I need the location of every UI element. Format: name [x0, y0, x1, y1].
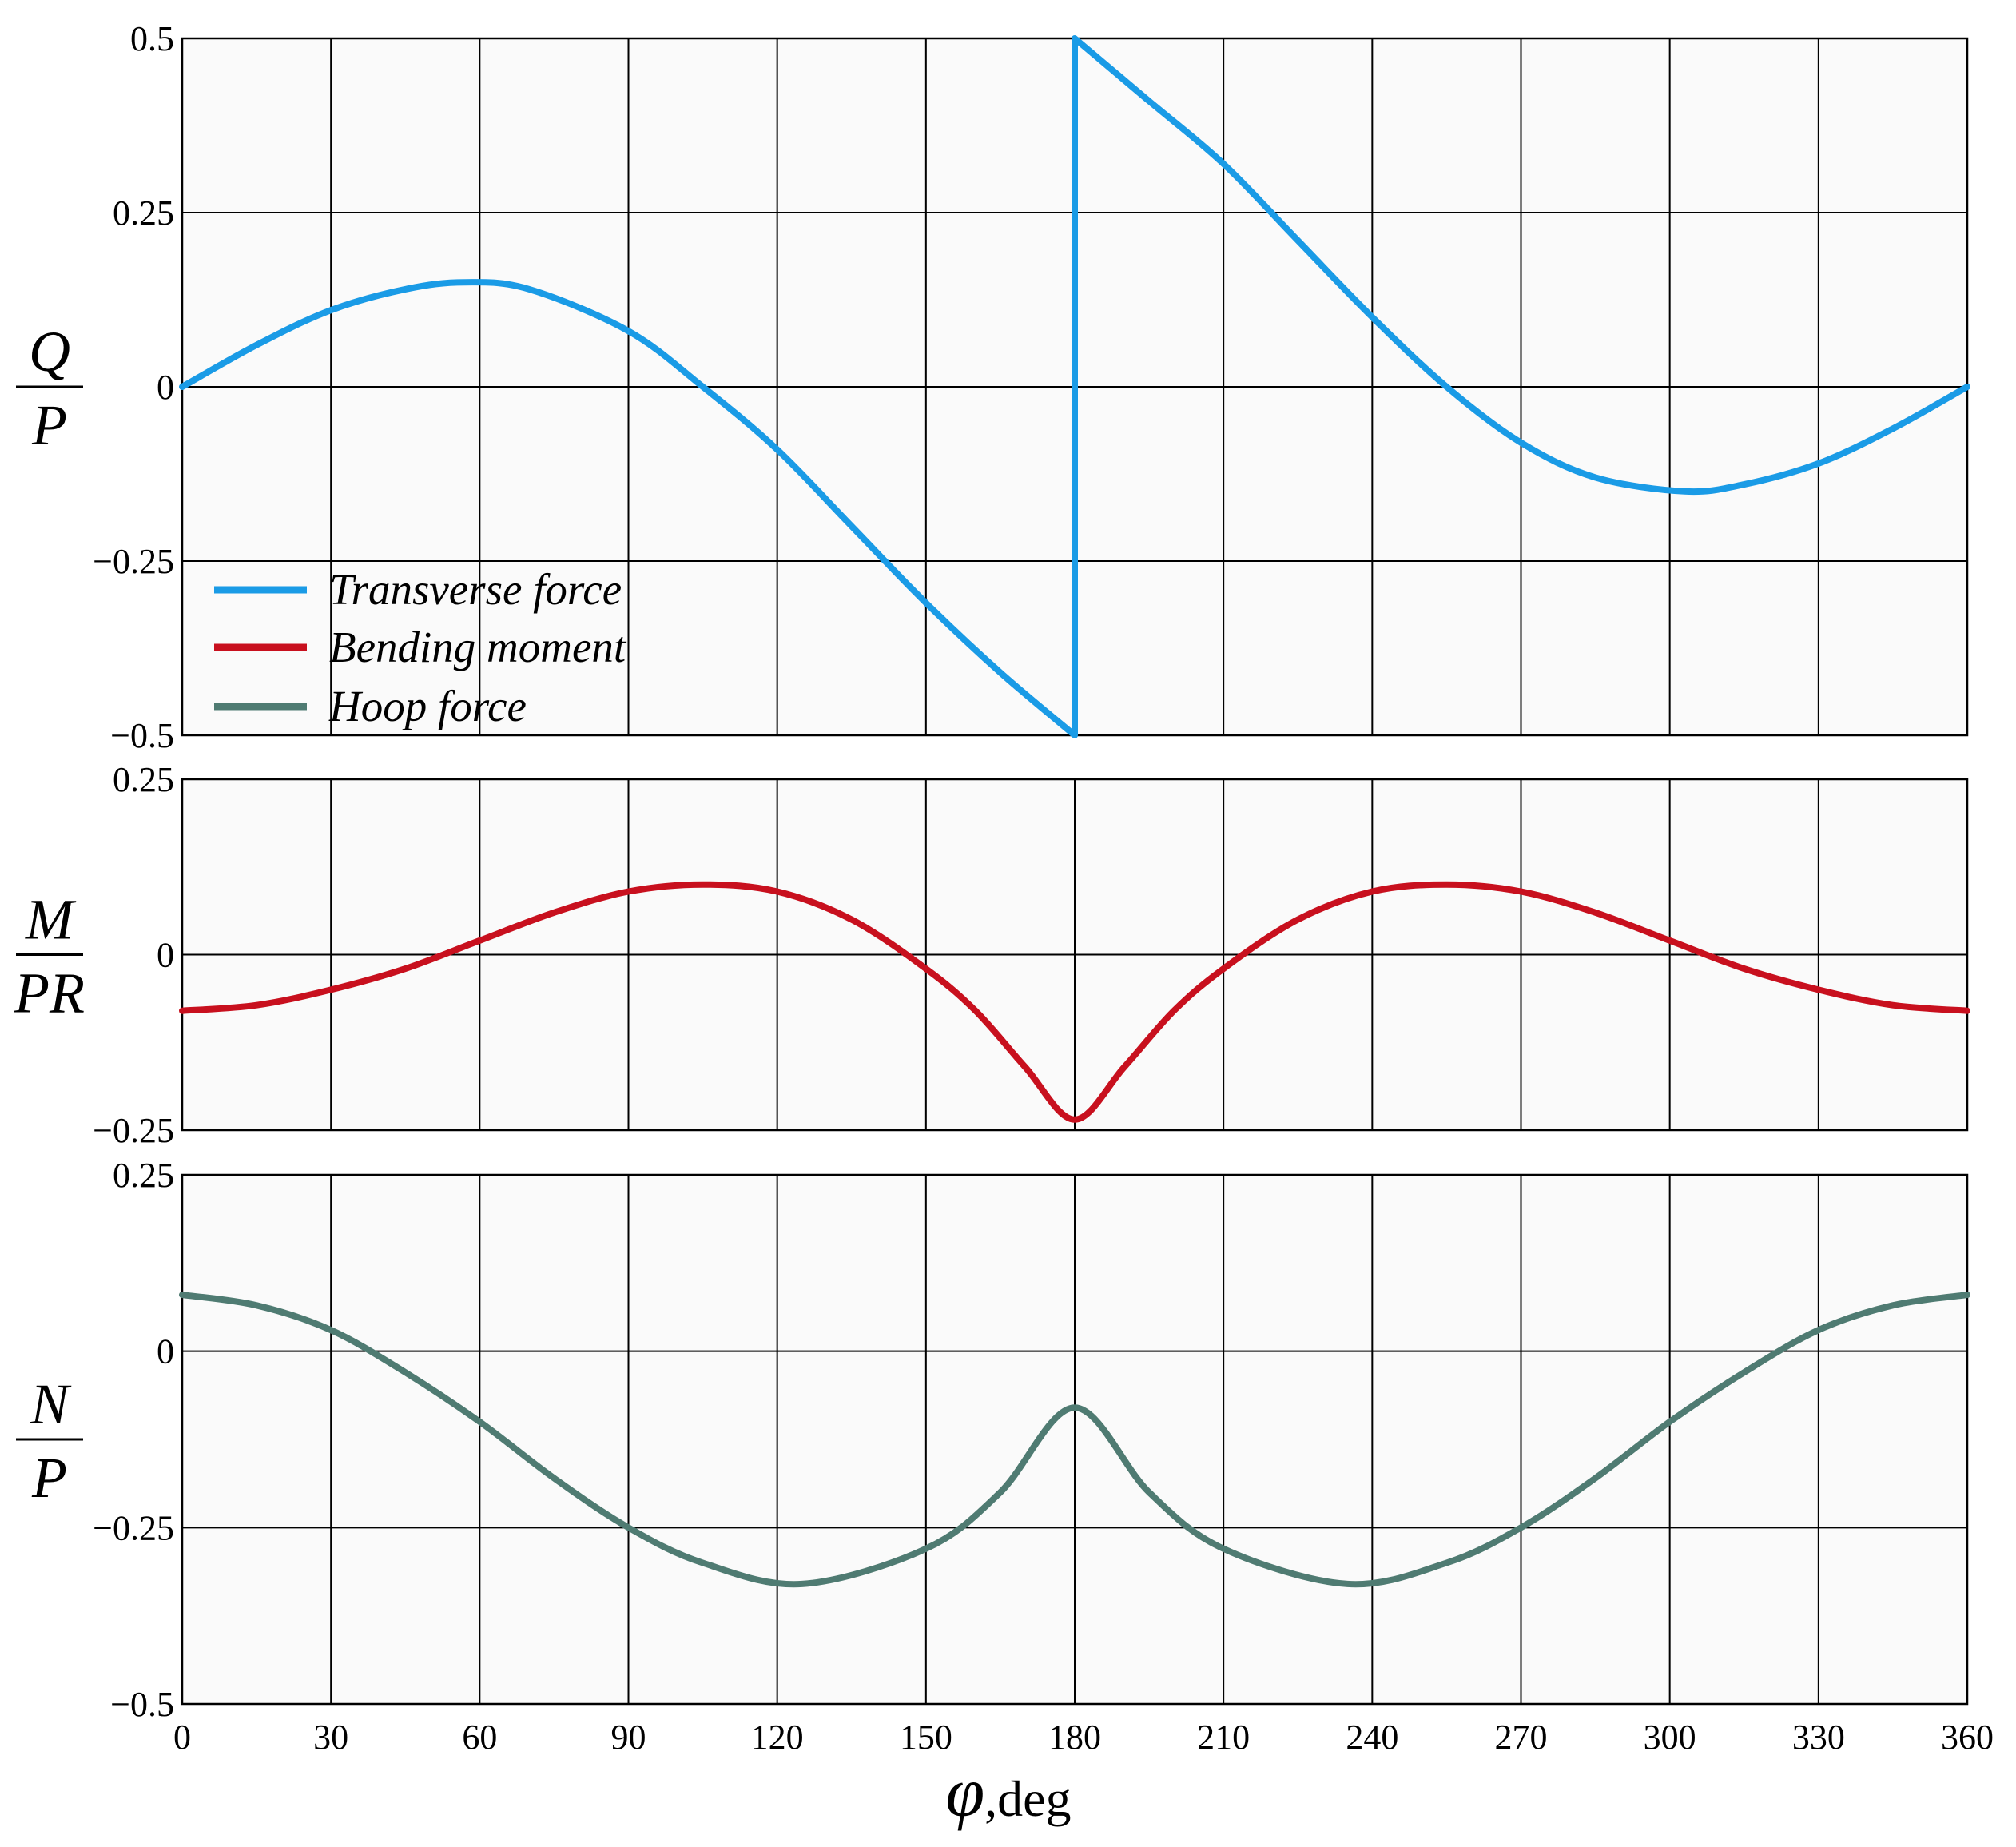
y-tick-label: 0 — [157, 936, 174, 975]
x-axis-symbol: φ — [945, 1754, 984, 1832]
panel-bending: −0.25 0 0.25 M PR — [14, 760, 1970, 1150]
x-tick-label: 90 — [611, 1718, 646, 1757]
y-tick-label: 0.25 — [113, 193, 174, 233]
y-tick-label: 0.25 — [113, 1156, 174, 1195]
x-tick-label: 300 — [1644, 1718, 1696, 1757]
panel-transverse: −0.5 −0.25 0 0.25 0.5 QP — [16, 19, 1970, 755]
x-axis-unit: ,deg — [984, 1770, 1071, 1827]
y-tick-label: 0 — [157, 1332, 174, 1371]
y-tick-label: −0.25 — [93, 1508, 174, 1547]
plot-frame — [181, 1173, 1969, 1706]
x-tick-label: 60 — [462, 1718, 497, 1757]
y-label-numerator: N — [30, 1372, 72, 1436]
y-tick-label: 0.5 — [130, 19, 174, 58]
legend-label-hoop: Hoop force — [328, 682, 527, 730]
x-tick-label: 330 — [1792, 1718, 1845, 1757]
x-tick-label: 210 — [1197, 1718, 1250, 1757]
y-label-numerator: Q — [29, 320, 70, 384]
y-label-numerator: M — [25, 888, 77, 952]
y-tick-label: −0.25 — [93, 542, 174, 581]
y-tick-label: 0.25 — [113, 760, 174, 799]
series-line-bending — [179, 881, 1970, 1123]
y-tick-label: 0 — [157, 368, 174, 407]
legend-label-transverse: Transverse force — [329, 565, 622, 614]
y-tick-label: −0.25 — [93, 1111, 174, 1150]
y-label-denominator: PR — [14, 961, 85, 1025]
x-tick-label: 180 — [1048, 1718, 1101, 1757]
x-tick-label: 240 — [1346, 1718, 1398, 1757]
x-tick-label: 270 — [1495, 1718, 1548, 1757]
x-axis-title: φ,deg — [945, 1754, 1071, 1832]
series-line-transverse — [179, 35, 1970, 738]
legend: Transverse force Bending moment Hoop for… — [214, 565, 627, 730]
x-tick-label: 30 — [313, 1718, 348, 1757]
y-label-denominator: P — [31, 1446, 67, 1510]
x-tick-label: 120 — [751, 1718, 804, 1757]
x-tick-label: 150 — [900, 1718, 952, 1757]
panel-hoop: −0.5 −0.25 0 0.25 NP — [16, 1156, 1970, 1724]
x-tick-label: 0 — [173, 1718, 191, 1757]
x-tick-label: 360 — [1941, 1718, 1994, 1757]
legend-label-bending: Bending moment — [329, 623, 627, 671]
y-tick-label: −0.5 — [110, 716, 174, 755]
y-label-denominator: P — [31, 393, 67, 457]
y-tick-label: −0.5 — [110, 1685, 174, 1724]
series-line-hoop — [179, 1292, 1970, 1588]
plot-frame — [181, 778, 1969, 1132]
